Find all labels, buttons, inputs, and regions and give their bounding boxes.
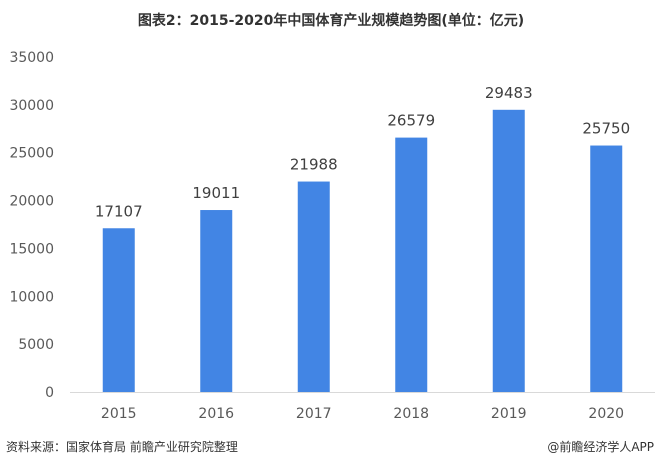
data-labels-group: 17107 19011 21988 26579 29483 25750: [95, 84, 630, 220]
data-label-2020: 25750: [582, 120, 630, 138]
data-label-2017: 21988: [290, 156, 338, 174]
y-tick-label: 25000: [9, 146, 54, 162]
chart-title: 图表2：2015-2020年中国体育产业规模趋势图(单位：亿元): [137, 13, 525, 29]
bar-2019: [492, 109, 525, 392]
x-tick-label-2019: 2019: [491, 406, 527, 422]
data-label-2018: 26579: [387, 112, 435, 130]
bar-2020: [590, 145, 623, 392]
x-tick-label-2020: 2020: [588, 406, 624, 422]
y-tick-label: 0: [45, 385, 54, 401]
x-tick-label-2017: 2017: [296, 406, 332, 422]
y-tick-label: 15000: [9, 241, 54, 257]
x-tick-label-2015: 2015: [101, 406, 137, 422]
x-tick-label-2016: 2016: [198, 406, 234, 422]
brand-note: @前瞻经济学人APP: [547, 440, 654, 454]
source-note: 资料来源：国家体育局 前瞻产业研究院整理: [6, 440, 238, 454]
y-tick-label: 20000: [9, 194, 54, 210]
bar-2016: [200, 210, 233, 392]
x-axis-ticks: 2015 2016 2017 2018 2019 2020: [101, 406, 624, 422]
data-label-2015: 17107: [95, 202, 143, 220]
y-tick-label: 5000: [18, 337, 54, 353]
y-tick-label: 35000: [9, 50, 54, 66]
bar-2017: [297, 181, 330, 392]
y-axis-ticks: 0 5000 10000 15000 20000 25000 30000 35000: [9, 50, 54, 401]
y-tick-label: 10000: [9, 289, 54, 305]
x-tick-label-2018: 2018: [393, 406, 429, 422]
data-label-2019: 29483: [485, 84, 533, 102]
bars-group: [102, 109, 623, 392]
y-tick-label: 30000: [9, 98, 54, 114]
bar-2018: [395, 137, 428, 392]
bar-2015: [102, 228, 135, 392]
data-label-2016: 19011: [192, 184, 240, 202]
